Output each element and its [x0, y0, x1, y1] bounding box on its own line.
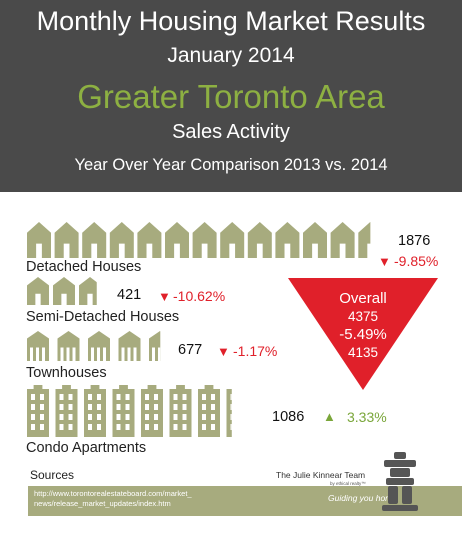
house-icon-detached — [330, 222, 355, 258]
house-icon-detached — [247, 222, 272, 258]
house-icon-detached — [27, 222, 51, 258]
overall-change: -5.49% — [339, 326, 387, 343]
value-townhouses: 677 — [178, 342, 203, 358]
page-title: Monthly Housing Market Results — [36, 6, 426, 36]
house-icon-semi-detached — [27, 277, 49, 305]
house-icon-condo — [226, 389, 232, 437]
inukshuk-logo-icon — [382, 452, 418, 511]
house-icon-townhouses — [27, 331, 49, 361]
overall-triangle — [288, 278, 438, 390]
triangle-down-icon: ▼ — [378, 254, 391, 269]
tagline: Guiding you home — [328, 493, 397, 503]
house-icon-semi-detached — [79, 277, 97, 305]
house-icons-layer — [27, 222, 371, 437]
house-icon-detached — [220, 222, 245, 258]
house-icon-detached — [54, 222, 79, 258]
source-url-line2[interactable]: news/release_market_updates/index.htm — [34, 499, 171, 508]
house-icon-condo — [169, 385, 192, 437]
house-icon-condo — [27, 385, 49, 437]
house-icon-townhouses — [118, 331, 141, 361]
house-icon-condo — [141, 385, 163, 437]
triangle-up-icon: ▲ — [323, 409, 336, 424]
change-detached: -9.85% — [394, 253, 439, 269]
house-icon-condo — [55, 385, 78, 437]
value-detached: 1876 — [398, 233, 431, 249]
house-icon-detached — [192, 222, 217, 258]
house-icon-townhouses — [149, 331, 161, 361]
house-icon-townhouses — [88, 331, 110, 361]
category-label-condo: Condo Apartments — [26, 440, 147, 456]
house-icon-detached — [275, 222, 300, 258]
brand-name: The Julie Kinnear Team — [276, 470, 366, 480]
house-icon-townhouses — [57, 331, 80, 361]
change-semi-detached: -10.62% — [173, 288, 226, 304]
triangle-down-icon: ▼ — [217, 344, 230, 359]
subtitle: Sales Activity — [172, 121, 290, 143]
change-condo: 3.33% — [347, 409, 387, 425]
house-icon-condo — [198, 385, 220, 437]
house-icon-detached — [303, 222, 327, 258]
value-condo: 1086 — [272, 409, 305, 425]
house-icon-detached — [165, 222, 189, 258]
housing-chart — [27, 222, 438, 437]
brand-subtitle: by ethical realty™ — [330, 481, 366, 486]
triangle-down-icon: ▼ — [158, 289, 171, 304]
period-label: January 2014 — [167, 44, 295, 67]
house-icon-detached — [82, 222, 107, 258]
category-label-detached: Detached Houses — [26, 259, 142, 275]
house-icon-detached — [137, 222, 162, 258]
overall-value-2013: 4375 — [347, 309, 379, 324]
sources-label: Sources — [30, 468, 75, 482]
source-url-line1[interactable]: http://www.torontorealestateboard.com/ma… — [34, 489, 192, 498]
value-semi-detached: 421 — [117, 287, 142, 303]
change-townhouses: -1.17% — [233, 343, 278, 359]
house-icon-condo — [112, 385, 135, 437]
comparison-label: Year Over Year Comparison 2013 vs. 2014 — [74, 156, 388, 174]
overall-label: Overall — [339, 290, 387, 307]
category-label-semi-detached: Semi-Detached Houses — [26, 309, 180, 325]
overall-value-2014: 4135 — [347, 345, 379, 360]
house-icon-condo — [84, 385, 106, 437]
header-banner: Monthly Housing Market Results January 2… — [0, 0, 462, 192]
region-title: Greater Toronto Area — [77, 78, 385, 115]
house-icon-detached — [358, 222, 371, 258]
house-icon-semi-detached — [53, 277, 75, 305]
category-label-townhouses: Townhouses — [26, 365, 107, 381]
house-icon-detached — [109, 222, 134, 258]
